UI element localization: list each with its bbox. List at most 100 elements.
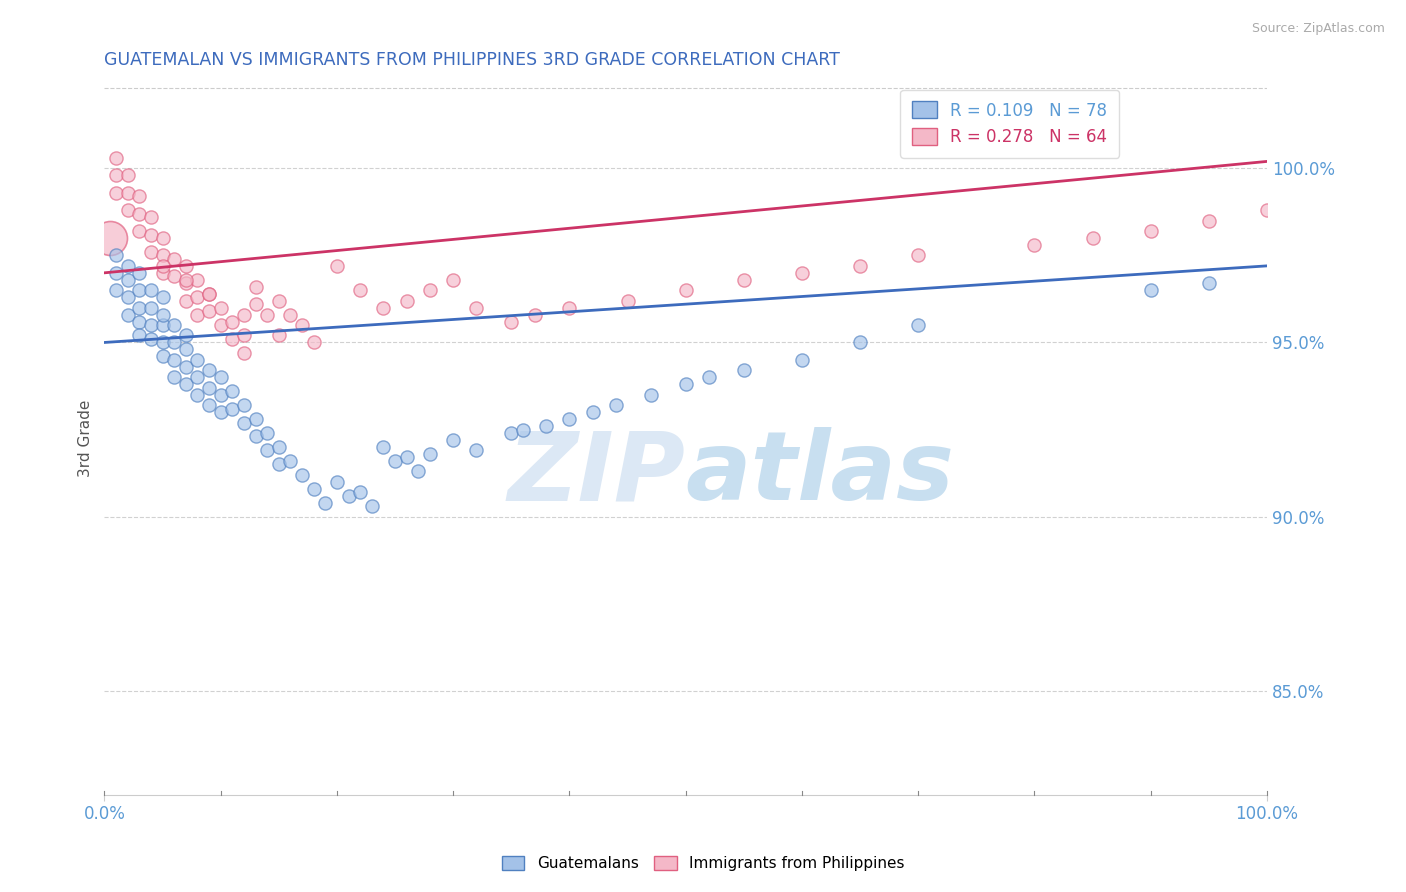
Point [128,301,150,315]
Point [314,495,336,509]
Point [291,467,314,482]
Point [280,308,302,322]
Point [501,425,523,440]
Point [326,475,349,489]
Point [790,352,813,367]
Point [152,335,174,350]
Point [337,489,360,503]
Text: GUATEMALAN VS IMMIGRANTS FROM PHILIPPINES 3RD GRADE CORRELATION CHART: GUATEMALAN VS IMMIGRANTS FROM PHILIPPINE… [104,51,841,69]
Point [139,244,162,259]
Point [105,186,128,200]
Point [245,429,267,443]
Point [198,381,221,395]
Point [152,350,174,364]
Point [174,277,197,291]
Point [128,283,150,297]
Point [1139,224,1161,238]
Point [267,293,290,308]
Point [280,454,302,468]
Point [186,308,208,322]
Point [302,482,325,496]
Point [441,433,464,447]
Point [117,203,139,218]
Point [245,297,267,311]
Point [139,332,162,346]
Point [733,363,755,377]
Point [326,259,349,273]
Point [1081,231,1104,245]
Point [163,252,186,266]
Point [465,301,488,315]
Point [675,283,697,297]
Point [267,440,290,454]
Point [152,259,174,273]
Point [174,273,197,287]
Point [174,343,197,357]
Point [152,231,174,245]
Point [675,377,697,392]
Point [128,266,150,280]
Point [441,273,464,287]
Point [128,189,150,203]
Point [221,332,243,346]
Point [221,384,243,399]
Point [152,266,174,280]
Point [163,269,186,284]
Point [245,279,267,293]
Point [198,304,221,318]
Point [232,346,254,360]
Point [152,318,174,332]
Point [232,308,254,322]
Point [198,398,221,412]
Point [139,283,162,297]
Point [640,387,662,401]
Point [186,273,208,287]
Point [395,293,418,308]
Point [128,224,150,238]
Point [558,412,581,426]
Point [152,308,174,322]
Point [349,283,371,297]
Point [302,335,325,350]
Point [582,405,605,419]
Point [117,169,139,183]
Point [163,370,186,384]
Point [616,293,638,308]
Point [139,227,162,242]
Point [139,301,162,315]
Point [117,259,139,273]
Point [209,301,232,315]
Point [1139,283,1161,297]
Point [373,301,395,315]
Point [221,315,243,329]
Point [419,283,441,297]
Point [907,318,929,332]
Point [209,405,232,419]
Point [139,318,162,332]
Point [186,352,208,367]
Point [349,485,371,500]
Point [1024,238,1046,252]
Point [465,443,488,458]
Point [849,335,872,350]
Point [406,464,429,478]
Text: atlas: atlas [686,427,955,520]
Point [605,398,627,412]
Point [232,398,254,412]
Point [245,412,267,426]
Point [105,283,128,297]
Point [98,231,121,245]
Point [419,447,441,461]
Point [267,458,290,472]
Point [117,186,139,200]
Point [163,318,186,332]
Legend: R = 0.109   N = 78, R = 0.278   N = 64: R = 0.109 N = 78, R = 0.278 N = 64 [900,90,1119,158]
Point [256,425,278,440]
Point [198,286,221,301]
Point [152,290,174,304]
Point [139,210,162,224]
Point [198,363,221,377]
Point [186,290,208,304]
Point [395,450,418,465]
Point [1256,203,1278,218]
